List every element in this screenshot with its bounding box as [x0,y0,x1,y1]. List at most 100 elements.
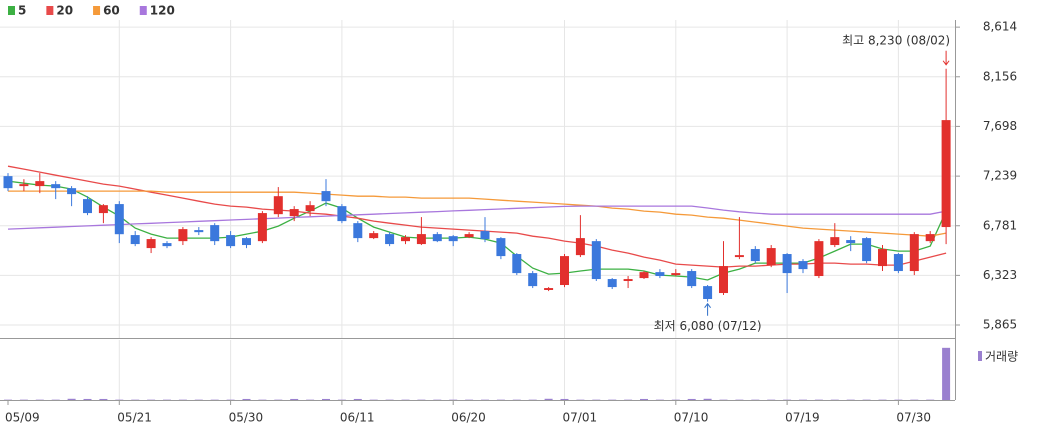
candle-body [242,238,251,245]
y-tick-label: 5,865 [983,317,1017,331]
candle-body [306,205,315,211]
legend-swatch [93,6,100,15]
candle-body [51,184,60,188]
volume-bar [942,348,950,400]
candle-body [83,199,92,213]
candle-body [67,188,76,194]
volume-bar [243,399,251,400]
candle-body [194,230,203,232]
candle-body [560,256,569,285]
candle-body [703,286,712,299]
candle-body [163,243,172,246]
volume-legend-swatch [978,351,982,361]
candle-body [465,234,474,237]
candle-body [608,279,617,287]
candle-body [830,237,839,245]
legend-label: 60 [103,4,120,18]
candle-body [353,223,362,238]
y-tick-label: 7,239 [983,169,1017,183]
volume-bar [84,399,92,400]
candle-body [115,204,124,234]
candle-body [719,266,728,293]
x-tick-label: 07/10 [674,411,709,425]
legend-label: 20 [56,4,73,18]
candle-body [99,205,108,213]
volume-legend-label: 거래량 [985,350,1018,364]
legend-label: 120 [150,4,175,18]
volume-bar [688,399,696,400]
candle-body [178,229,187,241]
high-annotation: 최고 8,230 (08/02) [842,33,950,47]
candle-body [512,254,521,273]
candle-body [671,273,680,275]
candle-body [401,237,410,241]
candle-body [799,261,808,269]
x-tick-label: 05/09 [5,411,40,425]
candle-body [655,272,664,276]
candle-body [878,249,887,266]
candle-body [528,273,537,286]
y-tick-label: 8,156 [983,69,1017,83]
volume-bar [322,399,330,400]
x-tick-label: 05/21 [117,411,152,425]
x-tick-label: 06/11 [340,411,375,425]
volume-bar [640,399,648,400]
candle-body [131,235,140,244]
x-tick-label: 07/01 [563,411,598,425]
low-annotation: 최저 6,080 (07/12) [654,319,762,333]
candle-body [35,181,44,186]
candle-body [592,241,601,279]
candle-body [910,234,919,271]
candle-body [417,234,426,244]
legend-swatch [140,6,147,15]
candle-body [369,233,378,238]
candle-body [894,254,903,271]
y-tick-label: 8,614 [983,20,1017,34]
candle-body [942,120,951,227]
candle-body [433,234,442,241]
candle-body [322,191,331,201]
candle-body [226,235,235,246]
candle-body [274,196,283,214]
y-tick-label: 6,323 [983,268,1017,282]
candle-body [576,238,585,255]
candle-body [735,255,744,257]
candle-body [19,184,28,186]
candle-body [624,279,633,281]
candle-body [385,234,394,244]
candle-body [862,238,871,261]
candle-body [640,272,649,278]
x-tick-label: 05/30 [229,411,264,425]
candle-body [290,209,299,216]
volume-bar [704,399,712,400]
candle-body [814,241,823,276]
y-tick-label: 7,698 [983,119,1017,133]
volume-bar [561,399,569,400]
volume-bar [545,399,553,400]
candle-body [258,213,267,241]
candle-body [481,231,490,239]
candle-body [751,249,760,261]
volume-bar [354,399,362,400]
candle-body [337,206,346,221]
y-tick-label: 6,781 [983,218,1017,232]
x-tick-label: 07/30 [896,411,931,425]
volume-bar [290,399,298,400]
candle-body [687,271,696,286]
candle-body [147,239,156,248]
x-tick-label: 07/19 [785,411,820,425]
legend-swatch [46,6,53,15]
candle-body [449,236,458,241]
candle-body [783,254,792,273]
x-tick-label: 06/20 [451,411,486,425]
candle-body [926,234,935,241]
legend-swatch [8,6,15,15]
candle-body [846,240,855,243]
candle-body [544,288,553,290]
volume-bar [99,399,107,400]
legend-label: 5 [18,4,26,18]
candle-body [496,238,505,256]
candle-body [210,225,219,241]
